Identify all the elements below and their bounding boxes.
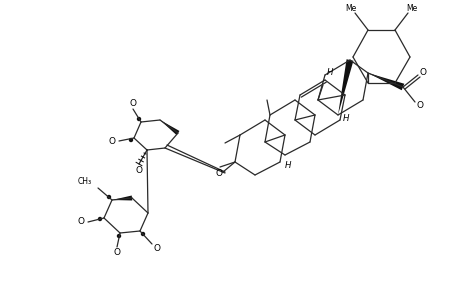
Text: O: O: [129, 98, 136, 107]
Polygon shape: [337, 59, 353, 115]
Text: Me: Me: [345, 4, 356, 13]
Text: H: H: [284, 160, 291, 169]
Text: H: H: [342, 113, 348, 122]
Text: O: O: [113, 248, 120, 257]
Polygon shape: [160, 120, 179, 135]
Circle shape: [107, 196, 110, 199]
Circle shape: [117, 235, 120, 238]
Circle shape: [137, 118, 140, 121]
Polygon shape: [112, 196, 132, 200]
Text: O: O: [135, 166, 142, 175]
Text: O: O: [77, 218, 84, 226]
Text: O: O: [415, 100, 423, 109]
Text: H: H: [326, 68, 332, 76]
Circle shape: [129, 139, 132, 142]
Text: CH₃: CH₃: [78, 176, 92, 185]
Polygon shape: [367, 73, 403, 90]
Text: O: O: [419, 68, 425, 76]
Text: O: O: [215, 169, 222, 178]
Circle shape: [98, 218, 101, 220]
Text: O: O: [153, 244, 160, 253]
Text: Me: Me: [405, 4, 417, 13]
Circle shape: [141, 232, 144, 236]
Text: O: O: [108, 136, 115, 146]
